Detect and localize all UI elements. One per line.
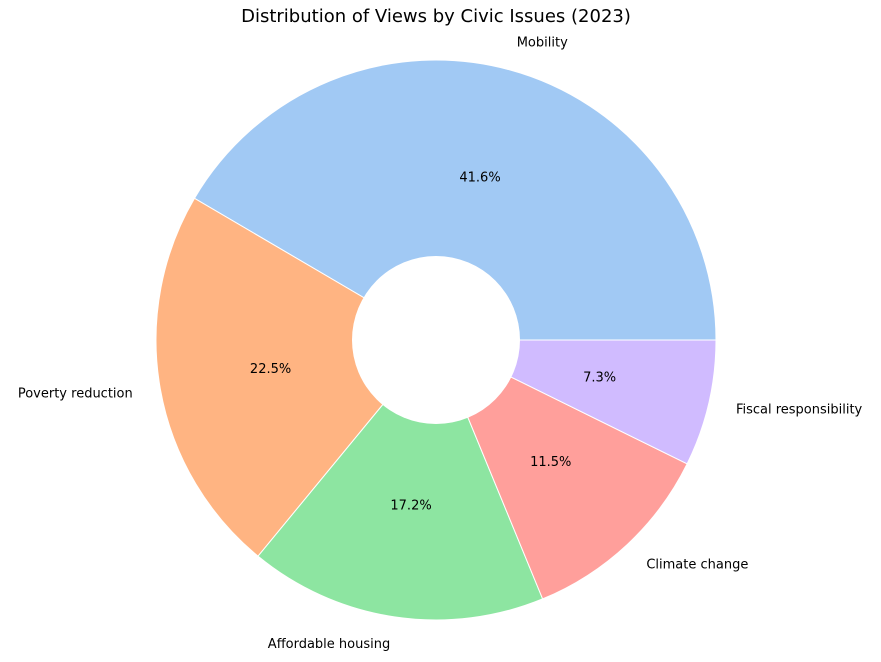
percent-label-climate-change: 11.5%	[530, 455, 571, 470]
slice-climate-change	[435, 338, 688, 600]
slices-group	[155, 59, 717, 621]
category-label-mobility: Mobility	[517, 35, 568, 50]
category-label-poverty-reduction: Poverty reduction	[18, 386, 133, 401]
percent-labels-group: 41.6% 22.5% 17.2% 11.5% 7.3%	[250, 170, 616, 513]
category-label-affordable-housing: Affordable housing	[268, 637, 390, 652]
slice-poverty-reduction	[155, 197, 437, 557]
slice-mobility	[193, 59, 717, 341]
chart-title: Distribution of Views by Civic Issues (2…	[241, 6, 631, 27]
percent-label-fiscal-responsibility: 7.3%	[583, 371, 616, 386]
category-labels-group: Mobility Poverty reduction Affordable hous…	[18, 35, 863, 652]
percent-label-mobility: 41.6%	[459, 170, 500, 185]
percent-label-affordable-housing: 17.2%	[390, 499, 431, 514]
donut-hole	[352, 256, 520, 424]
category-label-fiscal-responsibility: Fiscal responsibility	[736, 402, 863, 417]
percent-label-poverty-reduction: 22.5%	[250, 362, 291, 377]
slice-affordable-housing	[257, 339, 544, 621]
category-label-climate-change: Climate change	[646, 558, 748, 573]
